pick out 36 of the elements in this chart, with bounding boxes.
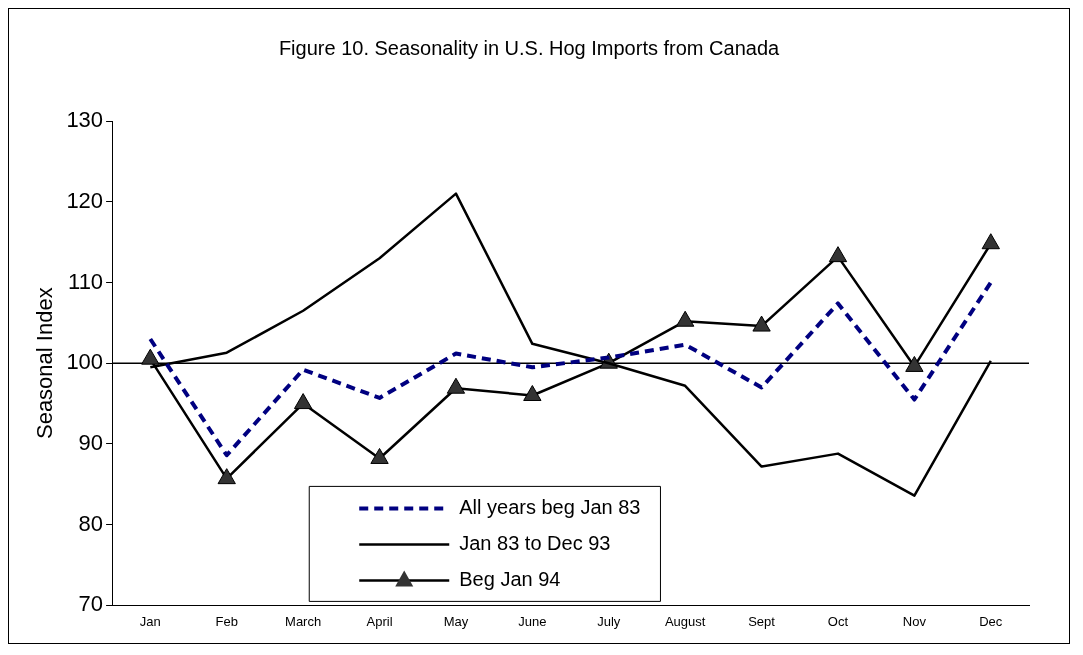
x-tick-label: April [366, 613, 393, 629]
x-tick-label: June [518, 613, 547, 629]
y-tick-label: 100 [66, 349, 104, 375]
line-series [148, 280, 993, 458]
y-tick-label: 130 [66, 107, 104, 133]
y-tick-label: 110 [68, 268, 104, 294]
legend-label: Jan 83 to Dec 93 [459, 531, 611, 554]
point [905, 355, 924, 372]
y-tick-label: 120 [66, 187, 104, 213]
point [676, 310, 695, 327]
y-axis-title: Seasonal Index [32, 287, 58, 440]
chart-title: Figure 10. Seasonality in U.S. Hog Imports from Canada [278, 36, 780, 59]
x-tick-label: Jan [139, 613, 161, 629]
x-tick-label: March [285, 613, 322, 629]
x-tick-label: Sept [748, 613, 776, 629]
x-tick-label: May [443, 613, 469, 629]
y-tick-label: 70 [78, 591, 104, 617]
x-tick-label: Dec [979, 613, 1003, 629]
point [141, 348, 160, 365]
legend-label: All years beg Jan 83 [459, 495, 641, 518]
point [217, 468, 236, 485]
point [828, 246, 848, 263]
point [523, 384, 542, 401]
point [752, 315, 771, 332]
point [370, 447, 389, 464]
x-tick-label: Oct [827, 613, 849, 629]
point [981, 233, 1000, 250]
x-tick-label: August [664, 613, 706, 629]
x-tick-label: Nov [902, 613, 927, 629]
x-tick-label: July [597, 613, 621, 629]
y-tick-label: 80 [78, 510, 104, 536]
legend-label: Beg Jan 94 [459, 567, 561, 590]
point [293, 393, 313, 410]
point [446, 377, 466, 394]
x-tick-label: Feb [215, 613, 238, 629]
y-tick-label: 90 [78, 430, 104, 455]
